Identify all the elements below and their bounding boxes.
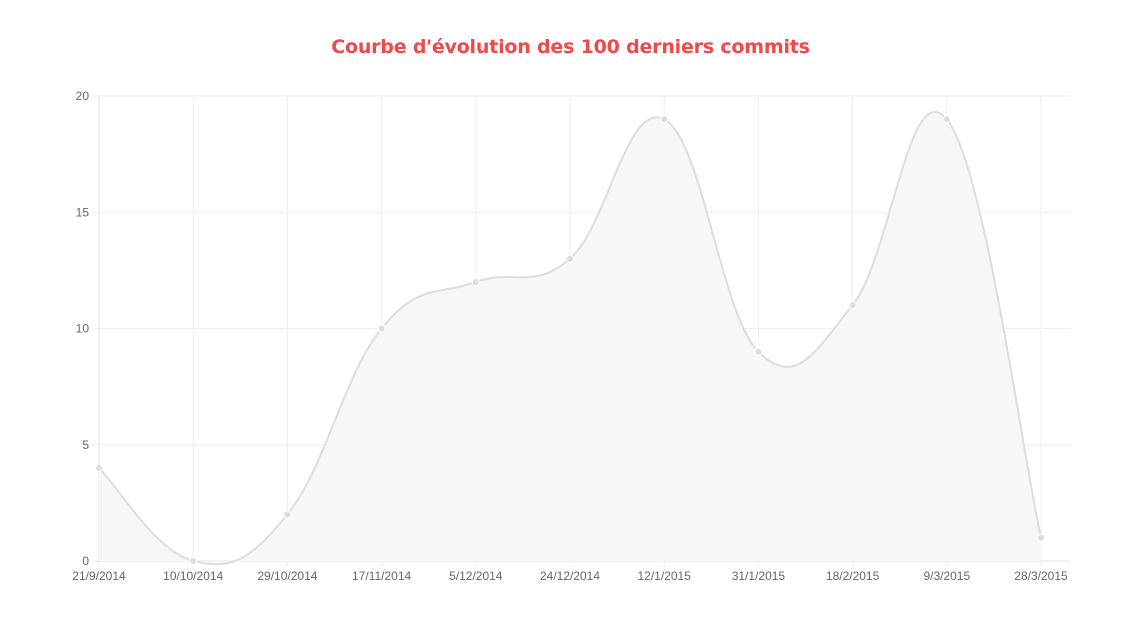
x-tick-label: 10/10/2014	[163, 569, 223, 583]
data-point	[377, 324, 386, 333]
x-tick-label: 9/3/2015	[923, 569, 970, 583]
data-points	[95, 115, 1045, 565]
data-point	[471, 278, 480, 286]
data-point	[754, 347, 763, 356]
x-tick-label: 21/9/2014	[72, 569, 126, 583]
data-point	[1037, 533, 1045, 542]
x-tick-label: 5/12/2014	[449, 569, 503, 583]
area-fill	[99, 111, 1041, 565]
y-tick-label: 10	[76, 322, 90, 336]
data-point	[660, 115, 669, 124]
x-tick-label: 18/2/2015	[826, 569, 880, 583]
data-point	[189, 557, 198, 565]
x-tick-label: 24/12/2014	[540, 569, 600, 583]
y-tick-label: 15	[76, 205, 90, 219]
data-point	[566, 254, 574, 263]
y-axis-ticks: 0 5 10 15 20	[76, 89, 90, 568]
data-point	[283, 510, 292, 519]
data-point	[848, 301, 857, 310]
data-point	[942, 115, 951, 124]
x-tick-label: 12/1/2015	[638, 569, 692, 583]
data-point	[95, 464, 103, 472]
x-axis-ticks: 21/9/2014 10/10/2014 29/10/2014 17/11/2014 5…	[72, 569, 1068, 583]
y-tick-label: 0	[82, 554, 89, 568]
x-tick-label: 29/10/2014	[257, 569, 317, 583]
x-tick-label: 17/11/2014	[352, 569, 411, 583]
y-tick-label: 5	[82, 438, 89, 452]
chart-title: Courbe d'évolution des 100 derniers comm…	[331, 36, 810, 58]
x-tick-label: 31/1/2015	[732, 569, 786, 583]
x-tick-label: 28/3/2015	[1014, 569, 1068, 583]
y-tick-label: 20	[76, 89, 90, 103]
